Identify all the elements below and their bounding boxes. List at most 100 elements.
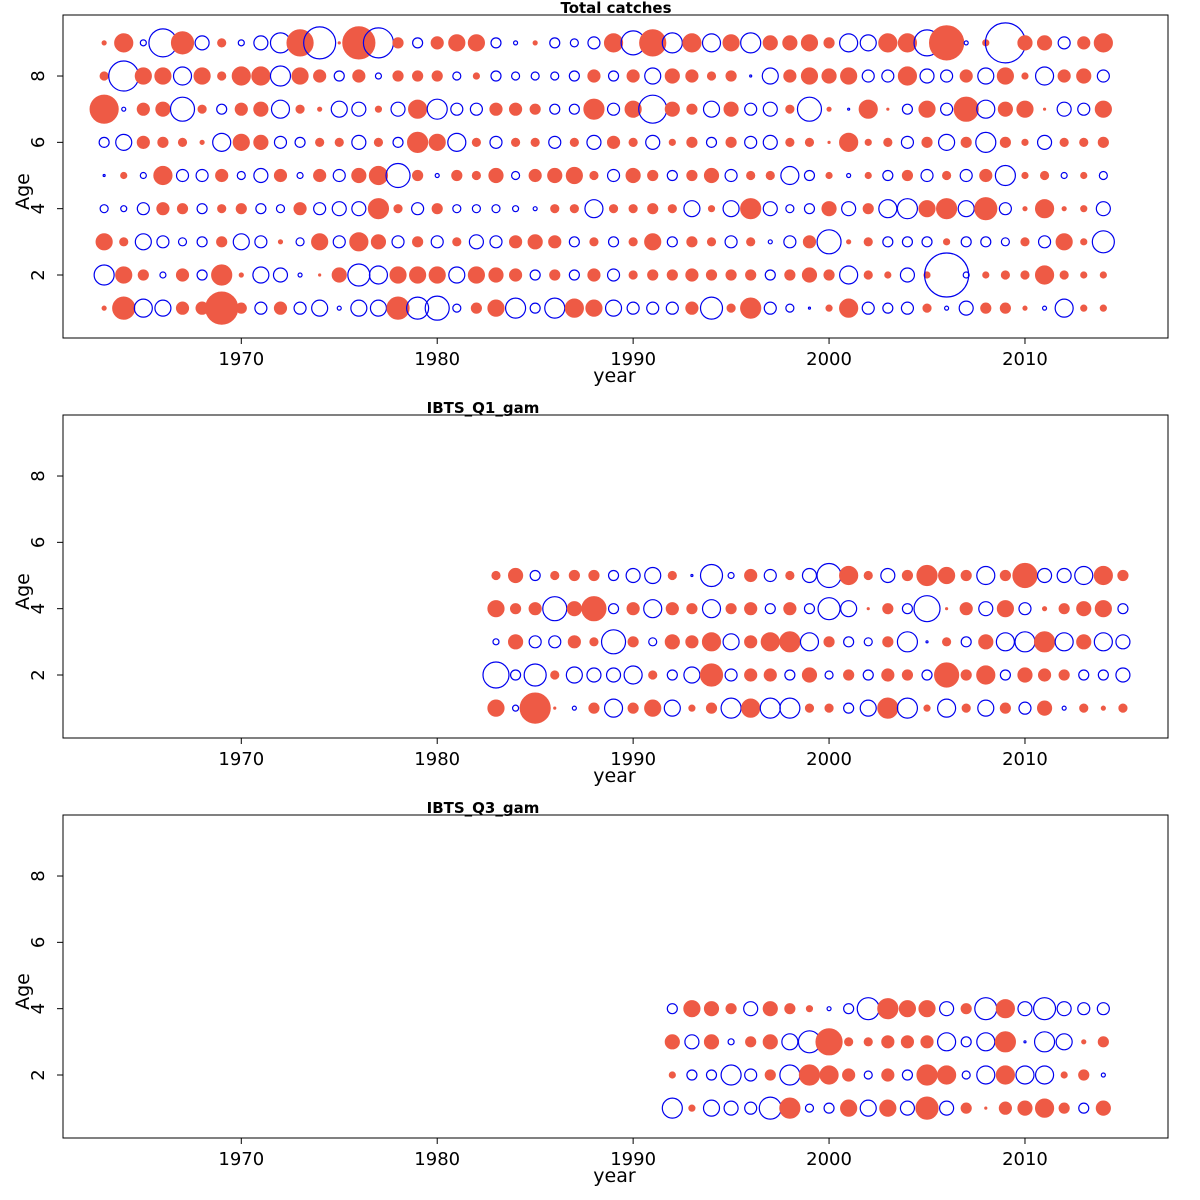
bubble [112, 296, 136, 320]
bubble [999, 669, 1011, 681]
bubble [412, 37, 424, 49]
bubble [1036, 567, 1053, 584]
bubble [901, 669, 914, 681]
bubble [683, 1000, 701, 1018]
bubble [351, 134, 367, 150]
bubble [881, 1068, 895, 1082]
bubble [569, 38, 579, 48]
bubble [156, 202, 170, 216]
bubble [1055, 1033, 1073, 1051]
bubble [512, 40, 519, 46]
bubble [705, 702, 718, 714]
bubble [1056, 1001, 1072, 1017]
bubble [550, 570, 560, 581]
bubble [661, 1097, 683, 1119]
bubble [901, 569, 914, 582]
bubble [583, 98, 605, 120]
bubble [745, 1036, 757, 1048]
bubble [1077, 1002, 1091, 1016]
x-tick-label: 1990 [610, 349, 656, 370]
bubble [1096, 69, 1110, 83]
bubble [842, 1068, 856, 1082]
bubble [550, 71, 560, 81]
bubble [703, 1034, 720, 1050]
bubble [508, 102, 523, 116]
bubble [975, 131, 997, 153]
bubble [959, 602, 973, 616]
bubble [863, 1037, 873, 1047]
bubble [863, 1070, 873, 1080]
y-tick-label: 8 [28, 870, 49, 881]
bubble [648, 637, 658, 647]
bubble [861, 301, 875, 315]
bubble [839, 33, 859, 53]
bubble [666, 169, 678, 182]
bubble [569, 137, 579, 147]
bubble [668, 1071, 676, 1079]
bubble [765, 170, 775, 181]
y-tick-label: 8 [28, 470, 49, 481]
bubble [699, 296, 724, 320]
bubble [1093, 565, 1113, 586]
bubble [761, 67, 779, 85]
bubble [881, 668, 895, 682]
bubble [571, 705, 577, 711]
bubble [1014, 631, 1036, 653]
bubble [823, 269, 835, 281]
bubble [783, 69, 797, 83]
bubble [644, 566, 662, 585]
bubble [1100, 1072, 1106, 1078]
bubble [548, 135, 562, 149]
bubble [510, 71, 521, 81]
bubble [1056, 101, 1072, 117]
x-tick-label: 1980 [414, 349, 460, 370]
bubble [899, 267, 916, 283]
bubble [1036, 35, 1053, 51]
bubble [1080, 238, 1088, 246]
bubble [745, 269, 757, 281]
bubble [251, 66, 271, 86]
bubble [89, 94, 119, 124]
bubble [796, 96, 823, 122]
bubble [899, 1100, 916, 1116]
bubble [995, 632, 1015, 652]
bubble [1057, 69, 1071, 83]
bubble [295, 104, 305, 114]
bubble [957, 200, 975, 218]
bubble [664, 634, 680, 650]
bubble [864, 171, 872, 180]
bubble [960, 569, 972, 582]
bubble [509, 669, 522, 681]
bubble [472, 72, 480, 80]
bubble [877, 697, 899, 719]
bubble [1016, 100, 1034, 118]
bubble [998, 202, 1012, 216]
bubble [959, 69, 973, 83]
bubble [961, 1070, 971, 1080]
bubble [1020, 270, 1030, 280]
bubble [963, 40, 969, 46]
bubble [800, 67, 819, 85]
bubble [369, 299, 388, 317]
x-axis-label: year [593, 765, 636, 787]
bubble [471, 137, 481, 147]
bubble [626, 301, 640, 315]
bubble [913, 595, 941, 623]
bubble [960, 636, 972, 648]
bubble [542, 596, 568, 622]
bubble [120, 205, 128, 213]
bubble [840, 67, 858, 85]
bubble [801, 667, 818, 683]
bubble [177, 237, 188, 247]
bubble [824, 703, 834, 713]
bubble [803, 203, 816, 215]
y-axis-label: Age [12, 973, 34, 1010]
chart-title: IBTS_Q1_gam [427, 399, 540, 417]
bubble [978, 634, 994, 650]
bubble [337, 41, 341, 45]
bubble [101, 40, 107, 46]
bubble [699, 663, 724, 687]
bubble [683, 200, 701, 218]
bubble [313, 202, 327, 216]
bubble [1060, 1071, 1068, 1079]
